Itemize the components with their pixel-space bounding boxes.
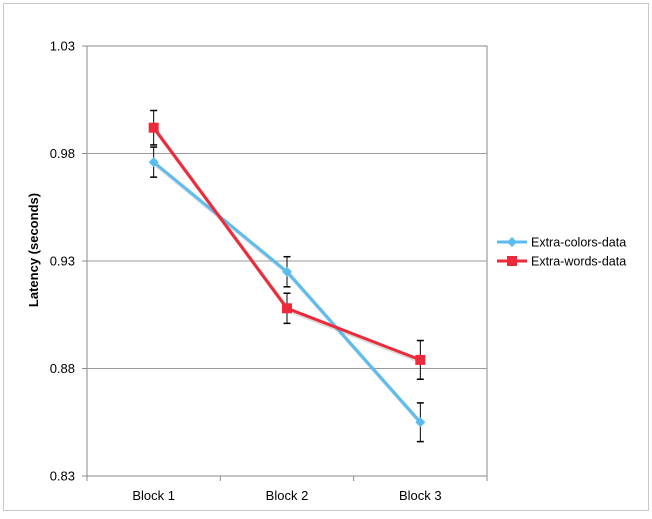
series-group <box>148 109 426 443</box>
legend: Extra-colors-data Extra-words-data <box>497 236 626 269</box>
y-tick-label: 0.83 <box>50 469 75 484</box>
series-extra-words-data <box>148 109 426 380</box>
y-axis-title: Latency (seconds) <box>26 193 41 307</box>
y-tick-label: 0.98 <box>50 146 75 161</box>
data-point <box>148 122 159 133</box>
legend-label: Extra-words-data <box>531 255 626 269</box>
x-tick-label: Block 1 <box>132 488 175 503</box>
legend-item: Extra-words-data <box>497 255 626 269</box>
y-tick-label: 1.03 <box>50 39 75 54</box>
legend-marker <box>507 256 517 266</box>
y-tick-labels: 0.83 0.88 0.93 0.98 1.03 <box>50 39 75 484</box>
x-tick-label: Block 3 <box>399 488 442 503</box>
data-point <box>282 266 292 277</box>
data-point <box>415 417 426 428</box>
series-extra-colors-data <box>148 146 426 443</box>
y-tick-label: 0.93 <box>50 254 75 269</box>
x-tick-label: Block 2 <box>266 488 309 503</box>
data-point <box>415 354 426 365</box>
x-tick-labels: Block 1 Block 2 Block 3 <box>132 488 441 503</box>
legend-marker <box>507 237 517 247</box>
legend-label: Extra-colors-data <box>531 236 626 250</box>
legend-item: Extra-colors-data <box>497 236 626 250</box>
data-point <box>148 157 159 168</box>
y-tick-label: 0.88 <box>50 361 75 376</box>
data-point <box>282 303 292 314</box>
